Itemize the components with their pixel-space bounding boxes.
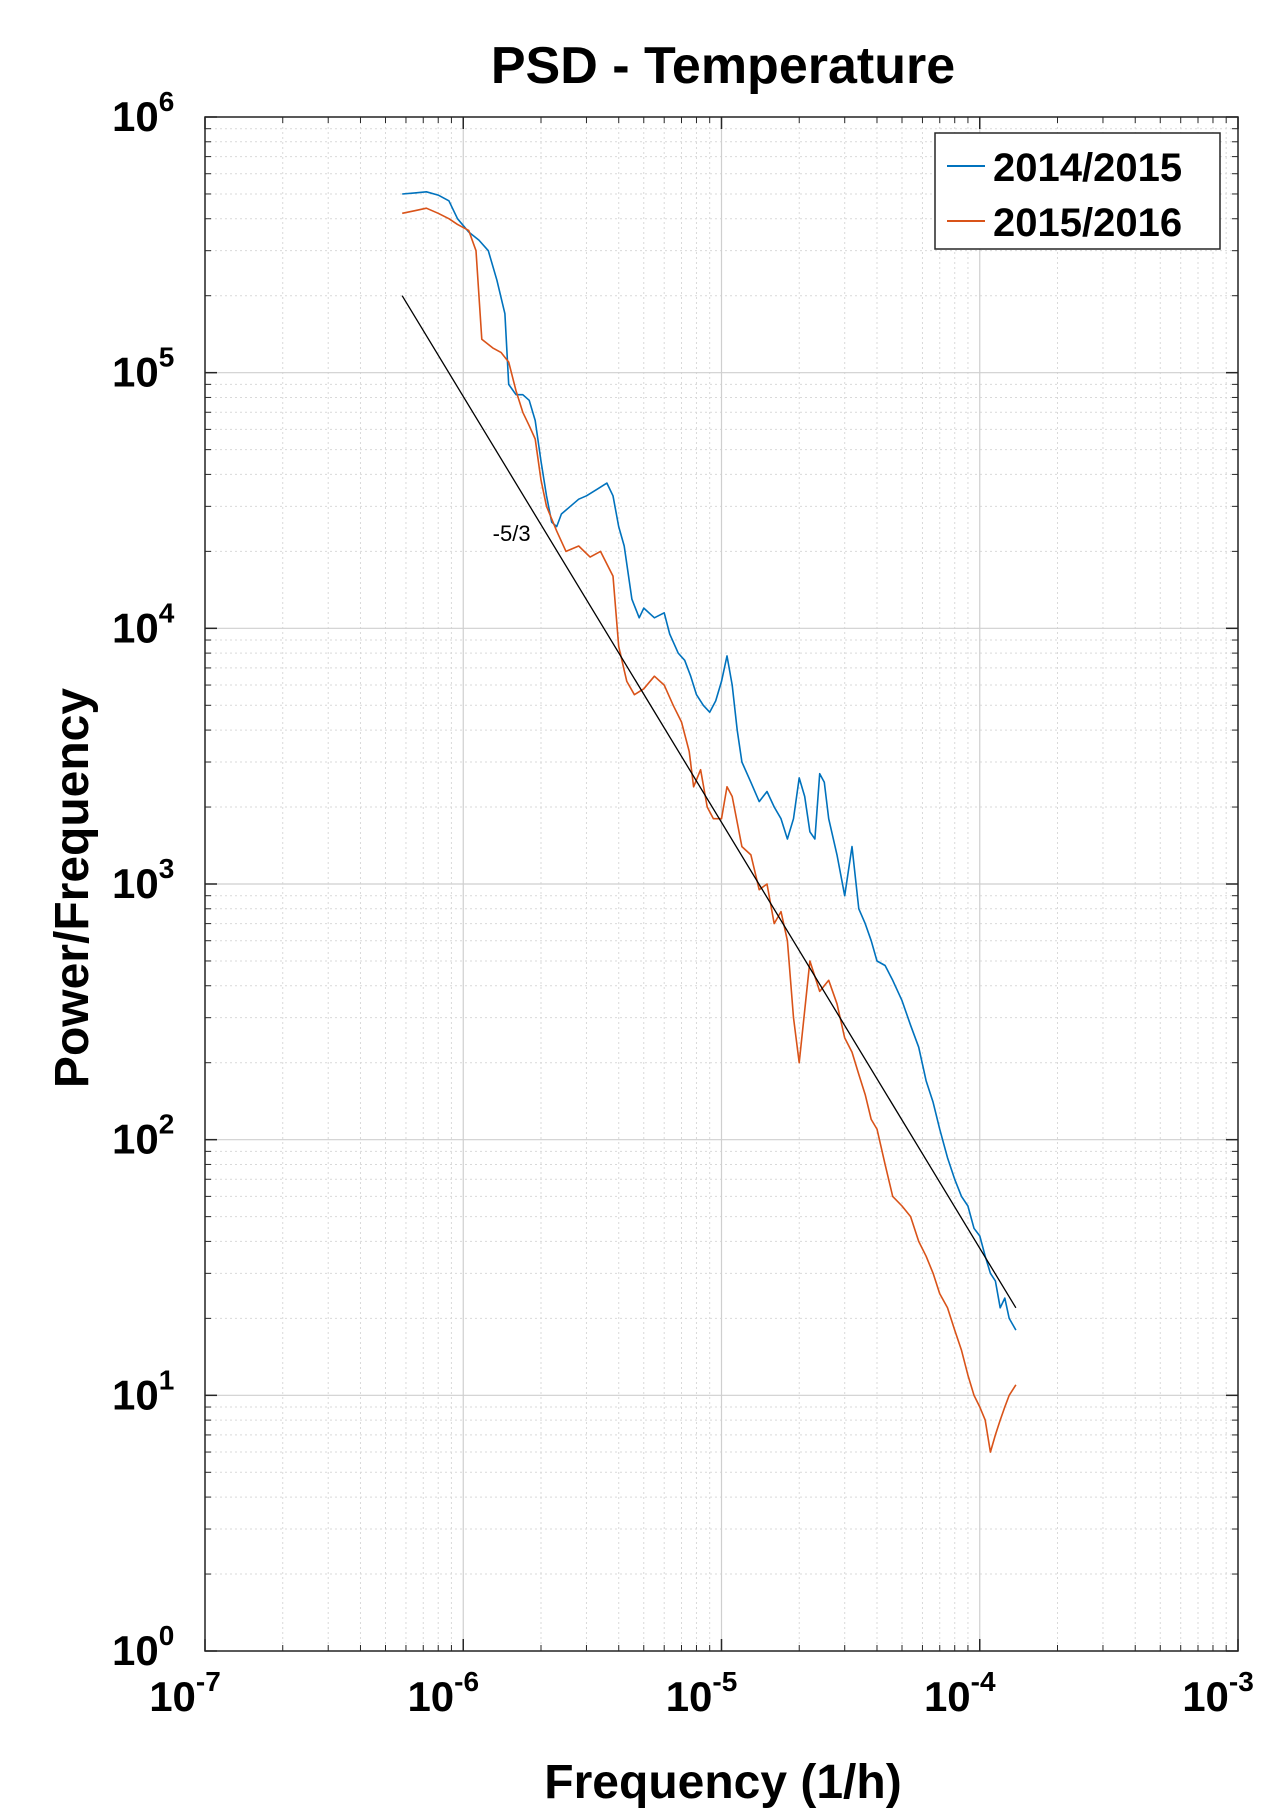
y-tick-label: 105 [112, 342, 174, 396]
x-tick-label: 10-3 [1182, 1666, 1254, 1720]
major-grid [204, 116, 1239, 1652]
series-line-2015-2016 [402, 207, 1017, 1453]
y-tick-label: 103 [112, 853, 174, 907]
y-axis-label: Power/Frequency [46, 688, 99, 1088]
x-tick-label: 10-4 [924, 1666, 996, 1720]
series-line-2014-2015 [402, 191, 1017, 1331]
legend-entry-label: 2015/2016 [993, 201, 1182, 245]
legend-entry-label: 2014/2015 [993, 146, 1182, 190]
y-tick-label: 106 [112, 86, 174, 140]
y-tick-label: 102 [112, 1109, 174, 1163]
x-tick-label: 10-6 [407, 1666, 479, 1720]
x-axis-label: Frequency (1/h) [544, 1756, 901, 1809]
y-tick-label: 100 [112, 1620, 174, 1674]
x-tick-label: 10-7 [149, 1666, 221, 1720]
y-tick-label: 104 [112, 597, 175, 651]
chart-title: PSD - Temperature [491, 37, 955, 95]
legend: 2014/2015 2015/2016 [934, 132, 1221, 250]
reference-slope-line [401, 295, 1017, 1309]
axis-ticks: 10-7 10-6 10-5 10-4 10-3 100 101 102 103 104 105 10… [112, 86, 1254, 1720]
series-layer: -5/3 [401, 191, 1017, 1453]
slope-annotation: -5/3 [493, 521, 531, 546]
legend-box [934, 132, 1221, 250]
x-tick-label: 10-5 [666, 1666, 738, 1720]
y-tick-label: 101 [112, 1364, 174, 1418]
